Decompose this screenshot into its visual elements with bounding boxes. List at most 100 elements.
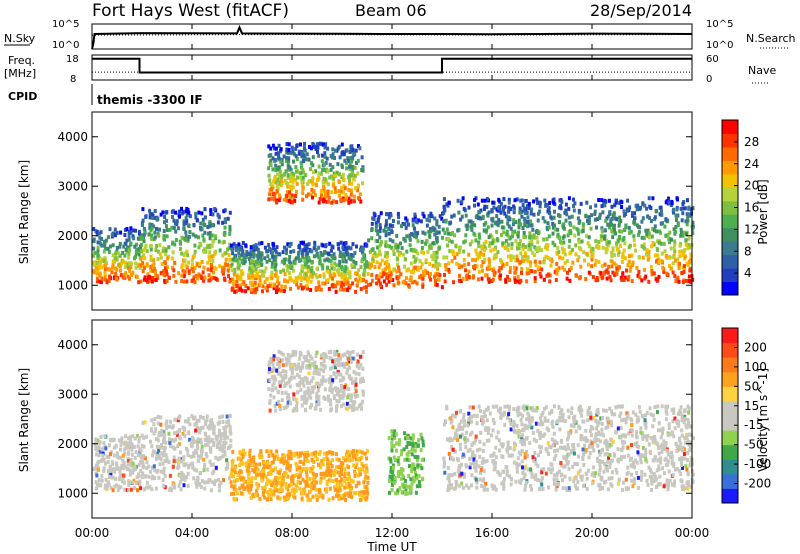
echo-cell bbox=[115, 463, 119, 468]
echo-cell bbox=[253, 290, 257, 295]
echo-cell bbox=[434, 282, 437, 287]
echo-cell bbox=[359, 278, 363, 283]
echo-cell bbox=[192, 275, 196, 280]
echo-cell bbox=[288, 184, 292, 189]
echo-cell bbox=[434, 264, 438, 269]
echo-cell bbox=[392, 267, 396, 272]
echo-cell bbox=[482, 222, 486, 227]
echo-cell bbox=[252, 458, 256, 463]
echo-cell bbox=[381, 268, 385, 273]
echo-cell bbox=[149, 439, 152, 444]
echo-cell bbox=[268, 408, 272, 413]
echo-cell bbox=[324, 142, 328, 147]
echo-cell bbox=[267, 166, 271, 171]
echo-cell bbox=[257, 241, 261, 246]
echo-cell bbox=[640, 278, 644, 283]
echo-cell bbox=[421, 282, 425, 287]
echo-cell bbox=[607, 222, 610, 227]
echo-cell bbox=[173, 446, 177, 451]
echo-cell bbox=[310, 385, 314, 390]
echo-cell bbox=[388, 474, 392, 479]
echo-cell bbox=[378, 229, 382, 234]
echo-cell bbox=[402, 236, 406, 241]
echo-cell bbox=[314, 487, 318, 492]
echo-cell bbox=[221, 444, 225, 449]
echo-cell bbox=[317, 402, 321, 407]
echo-cell bbox=[273, 403, 277, 408]
echo-cell bbox=[225, 420, 229, 425]
echo-cell bbox=[431, 263, 435, 268]
echo-cell bbox=[138, 265, 142, 270]
echo-cell bbox=[295, 157, 299, 161]
echo-cell bbox=[353, 391, 357, 396]
echo-cell bbox=[112, 453, 116, 458]
echo-cell bbox=[371, 247, 375, 252]
echo-cell bbox=[486, 225, 490, 230]
echo-cell bbox=[175, 430, 179, 435]
echo-cell bbox=[288, 463, 292, 468]
echo-cell bbox=[548, 200, 552, 205]
echo-cell bbox=[599, 237, 603, 242]
echo-cell bbox=[351, 479, 355, 484]
echo-cell bbox=[447, 267, 451, 272]
echo-cell bbox=[315, 142, 319, 147]
echo-cell bbox=[347, 188, 351, 192]
echo-cell bbox=[678, 249, 682, 254]
echo-cell bbox=[499, 210, 503, 215]
echo-cell bbox=[327, 350, 331, 355]
echo-cell bbox=[304, 456, 308, 460]
echo-cell bbox=[691, 220, 695, 225]
echo-cell bbox=[514, 239, 518, 244]
echo-cell bbox=[285, 198, 289, 203]
echo-cell bbox=[435, 231, 439, 236]
echo-cell bbox=[348, 393, 352, 398]
echo-cell bbox=[270, 196, 274, 201]
echo-cell bbox=[530, 239, 534, 244]
echo-cell bbox=[131, 461, 135, 466]
echo-cell bbox=[187, 465, 191, 470]
echo-cell bbox=[305, 365, 309, 370]
echo-cell bbox=[177, 416, 181, 421]
echo-cell bbox=[495, 221, 499, 226]
echo-cell bbox=[246, 286, 250, 291]
echo-cell bbox=[333, 156, 337, 160]
echo-cell bbox=[442, 456, 446, 461]
echo-cell bbox=[598, 212, 602, 217]
echo-cell bbox=[131, 470, 135, 475]
echo-cell bbox=[140, 475, 144, 480]
echo-cell bbox=[506, 274, 510, 279]
echo-cell bbox=[354, 389, 358, 394]
echo-cell bbox=[620, 229, 624, 234]
echo-cell bbox=[195, 478, 199, 483]
echo-cell bbox=[203, 215, 207, 220]
echo-cell bbox=[333, 256, 337, 261]
echo-cell bbox=[319, 189, 323, 194]
echo-cell bbox=[316, 388, 320, 393]
echo-cell bbox=[347, 365, 351, 370]
echo-cell bbox=[308, 354, 312, 359]
echo-cell bbox=[95, 276, 99, 281]
echo-cell bbox=[213, 265, 216, 270]
echo-cell bbox=[148, 226, 152, 230]
echo-cell bbox=[343, 278, 347, 282]
echo-cell bbox=[167, 245, 171, 250]
echo-cell bbox=[646, 228, 650, 233]
echo-cell bbox=[285, 247, 288, 252]
echo-cell bbox=[200, 444, 204, 449]
echo-cell bbox=[229, 471, 233, 476]
echo-cell bbox=[496, 250, 500, 255]
echo-cell bbox=[161, 246, 165, 251]
echo-cell bbox=[391, 465, 395, 470]
echo-cell bbox=[470, 224, 473, 229]
echo-cell bbox=[111, 253, 115, 258]
echo-cell bbox=[299, 171, 303, 175]
echo-cell bbox=[360, 155, 364, 160]
echo-cell bbox=[433, 254, 436, 259]
echo-cell bbox=[434, 259, 438, 264]
echo-cell bbox=[401, 280, 405, 285]
echo-cell bbox=[330, 174, 334, 179]
echo-cell bbox=[393, 436, 397, 441]
echo-cell bbox=[449, 220, 453, 225]
echo-cell bbox=[168, 227, 172, 232]
echo-cell bbox=[312, 189, 316, 194]
